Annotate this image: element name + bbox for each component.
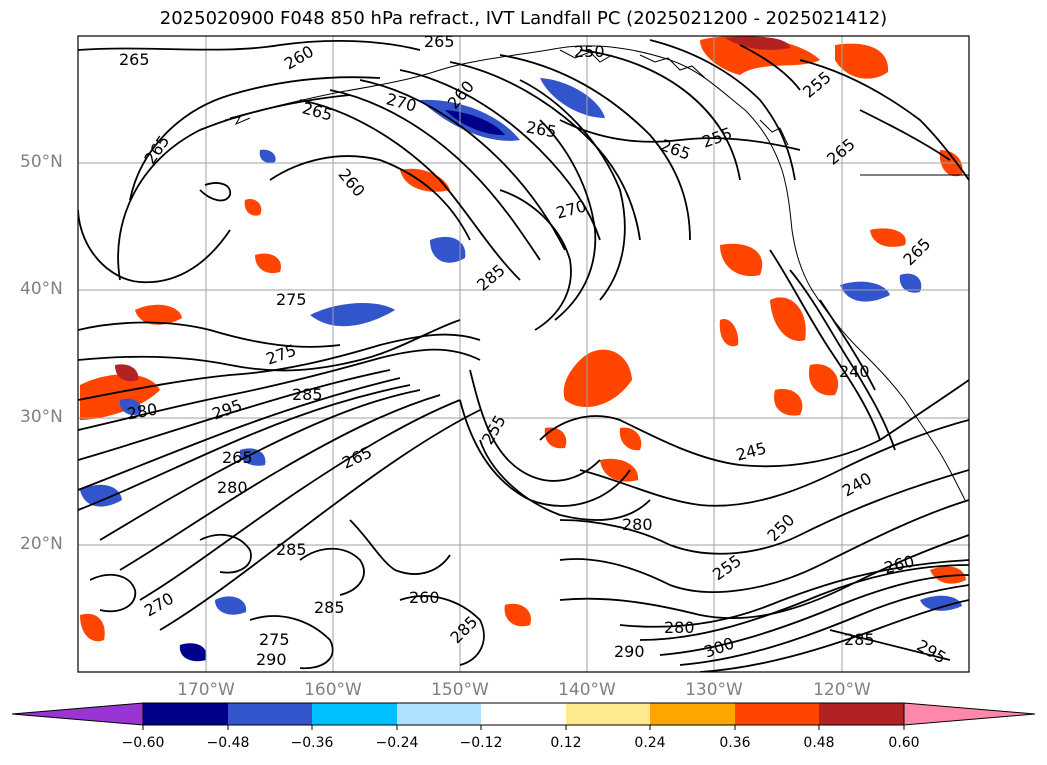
negative-anomaly-fill (80, 78, 962, 662)
graticule (78, 36, 969, 672)
lat-label-40n: 40°N (20, 279, 63, 299)
colorbar (11, 702, 1036, 730)
colorbar-extend-low (11, 702, 144, 726)
colorbar-swatch (566, 703, 650, 725)
colorbar-tick-label: −0.24 (375, 735, 419, 751)
colorbar-tick-label: −0.12 (459, 735, 503, 751)
colorbar-tick-label: 0.24 (634, 735, 666, 751)
lat-label-30n: 30°N (20, 407, 63, 427)
colorbar-tick-label: −0.36 (290, 735, 334, 751)
lon-label-130w: 130°W (685, 680, 743, 700)
colorbar-swatch (650, 703, 735, 725)
contour-value-label: 260 (409, 588, 440, 607)
colorbar-swatch (312, 703, 397, 725)
colorbar-swatch (228, 703, 312, 725)
lon-label-140w: 140°W (558, 680, 616, 700)
contour-value-label: 275 (259, 630, 290, 649)
colorbar-swatch (481, 703, 566, 725)
coastline (224, 45, 969, 501)
map-title: 2025020900 F048 850 hPa refract., IVT La… (159, 8, 888, 29)
contour-value-label: 265 (119, 50, 150, 69)
colorbar-swatch (735, 703, 819, 725)
contour-value-label: 275 (276, 290, 307, 309)
contour-value-label: 250 (574, 42, 605, 61)
contour-value-label: 240 (839, 362, 870, 381)
colorbar-swatch (143, 703, 228, 725)
contour-value-label: 280 (217, 478, 248, 497)
contour-value-label: 285 (292, 385, 323, 404)
contour-value-label: 285 (844, 630, 875, 649)
colorbar-tick-label: 0.48 (803, 735, 835, 751)
contour-value-label: 285 (314, 598, 345, 617)
colorbar-tick-label: 0.60 (888, 735, 920, 751)
colorbar-swatch (819, 703, 904, 725)
contour-value-label: 290 (614, 642, 645, 661)
colorbar-extend-high (903, 702, 1036, 726)
contour-value-label: 285 (276, 540, 307, 559)
colorbar-tick-label: −0.48 (206, 735, 250, 751)
lat-label-20n: 20°N (20, 534, 63, 554)
colorbar-tick-label: 0.36 (719, 735, 751, 751)
lon-label-120w: 120°W (813, 680, 871, 700)
lon-label-150w: 150°W (431, 680, 489, 700)
contour-value-label: 265 (424, 32, 455, 51)
lon-label-170w: 170°W (177, 680, 235, 700)
colorbar-tick-label: −0.60 (121, 735, 165, 751)
contour-value-label: 290 (256, 650, 287, 669)
contour-value-label: 280 (664, 618, 695, 637)
positive-anomaly-fill (80, 36, 966, 642)
contour-value-label: 280 (622, 515, 653, 534)
map-background (78, 36, 969, 672)
map-frame (77, 35, 970, 673)
contour-lines (78, 39, 969, 672)
colorbar-tick-label: 0.12 (550, 735, 582, 751)
contour-value-label: 265 (222, 448, 253, 467)
lat-label-50n: 50°N (20, 152, 63, 172)
colorbar-swatch (397, 703, 481, 725)
lon-label-160w: 160°W (304, 680, 362, 700)
